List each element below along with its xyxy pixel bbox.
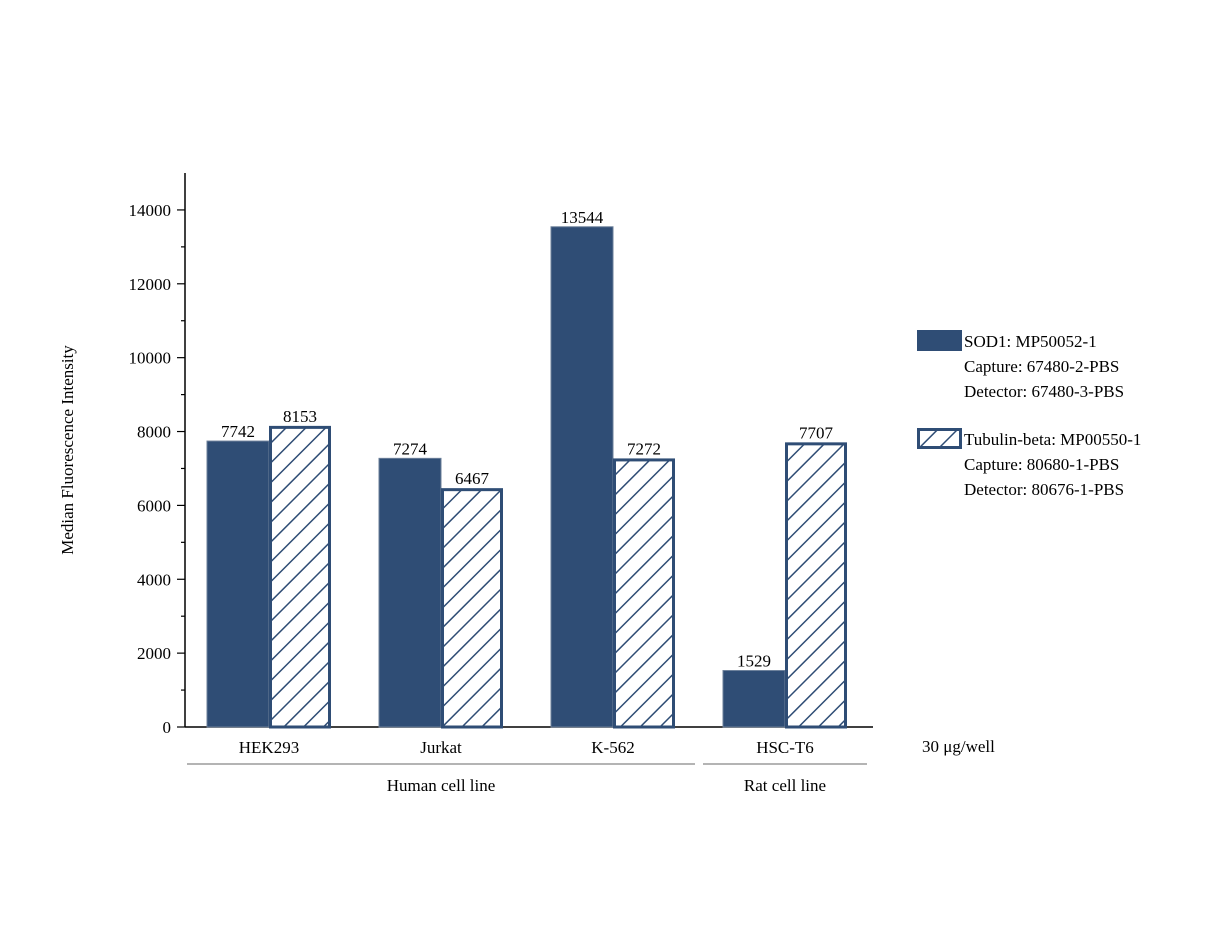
legend-swatch-tubulin (917, 428, 962, 449)
data-label: 7274 (393, 439, 428, 458)
y-tick-label: 8000 (137, 423, 171, 442)
data-label: 7272 (627, 439, 661, 458)
data-label: 8153 (283, 407, 317, 426)
x-tick-label: K-562 (591, 738, 634, 757)
x-tick-label: Jurkat (420, 738, 462, 757)
data-label: 13544 (561, 208, 604, 227)
y-tick-label: 2000 (137, 644, 171, 663)
bar-hsc-t6-sod1 (722, 670, 786, 728)
legend-swatch-sod1 (917, 330, 962, 351)
data-label: 1529 (737, 652, 771, 671)
bar-k-562-tubulin (613, 458, 675, 729)
legend-text: Tubulin-beta: MP00550-1 (964, 430, 1141, 449)
bar-jurkat-tubulin (441, 488, 503, 729)
y-tick-label: 4000 (137, 570, 171, 589)
group-label: Human cell line (387, 776, 496, 795)
bar-hek293-sod1 (206, 440, 270, 728)
x-tick-label: HSC-T6 (756, 738, 814, 757)
y-tick-label: 10000 (129, 349, 172, 368)
data-label: 7742 (221, 422, 255, 441)
bar-hsc-t6-tubulin (785, 442, 847, 729)
bar-hek293-tubulin (269, 425, 331, 729)
y-tick-label: 12000 (129, 275, 172, 294)
data-label: 7707 (799, 423, 834, 442)
legend-text: Detector: 67480-3-PBS (964, 382, 1124, 401)
x-labels: HEK293 Jurkat K-562 HSC-T6 (239, 738, 814, 757)
legend-text: Capture: 80680-1-PBS (964, 455, 1119, 474)
bar-jurkat-sod1 (378, 457, 442, 728)
dose-annotation: 30 μg/well (922, 737, 995, 756)
y-tick-label: 6000 (137, 496, 171, 515)
legend-text: Capture: 67480-2-PBS (964, 357, 1119, 376)
y-tick-label: 0 (163, 718, 172, 737)
bars (206, 226, 847, 729)
value-labels: 7742 8153 7274 6467 13544 7272 1529 7707 (221, 208, 834, 671)
legend: SOD1: MP50052-1 Capture: 67480-2-PBS Detec… (917, 330, 1141, 499)
y-axis-label: Median Fluorescence Intensity (58, 345, 77, 555)
group-label: Rat cell line (744, 776, 826, 795)
data-label: 6467 (455, 469, 490, 488)
legend-text: SOD1: MP50052-1 (964, 332, 1097, 351)
x-tick-label: HEK293 (239, 738, 299, 757)
legend-text: Detector: 80676-1-PBS (964, 480, 1124, 499)
y-tick-label: 14000 (129, 201, 172, 220)
bar-k-562-sod1 (550, 226, 614, 728)
category-groups: Human cell line Rat cell line (187, 763, 867, 795)
